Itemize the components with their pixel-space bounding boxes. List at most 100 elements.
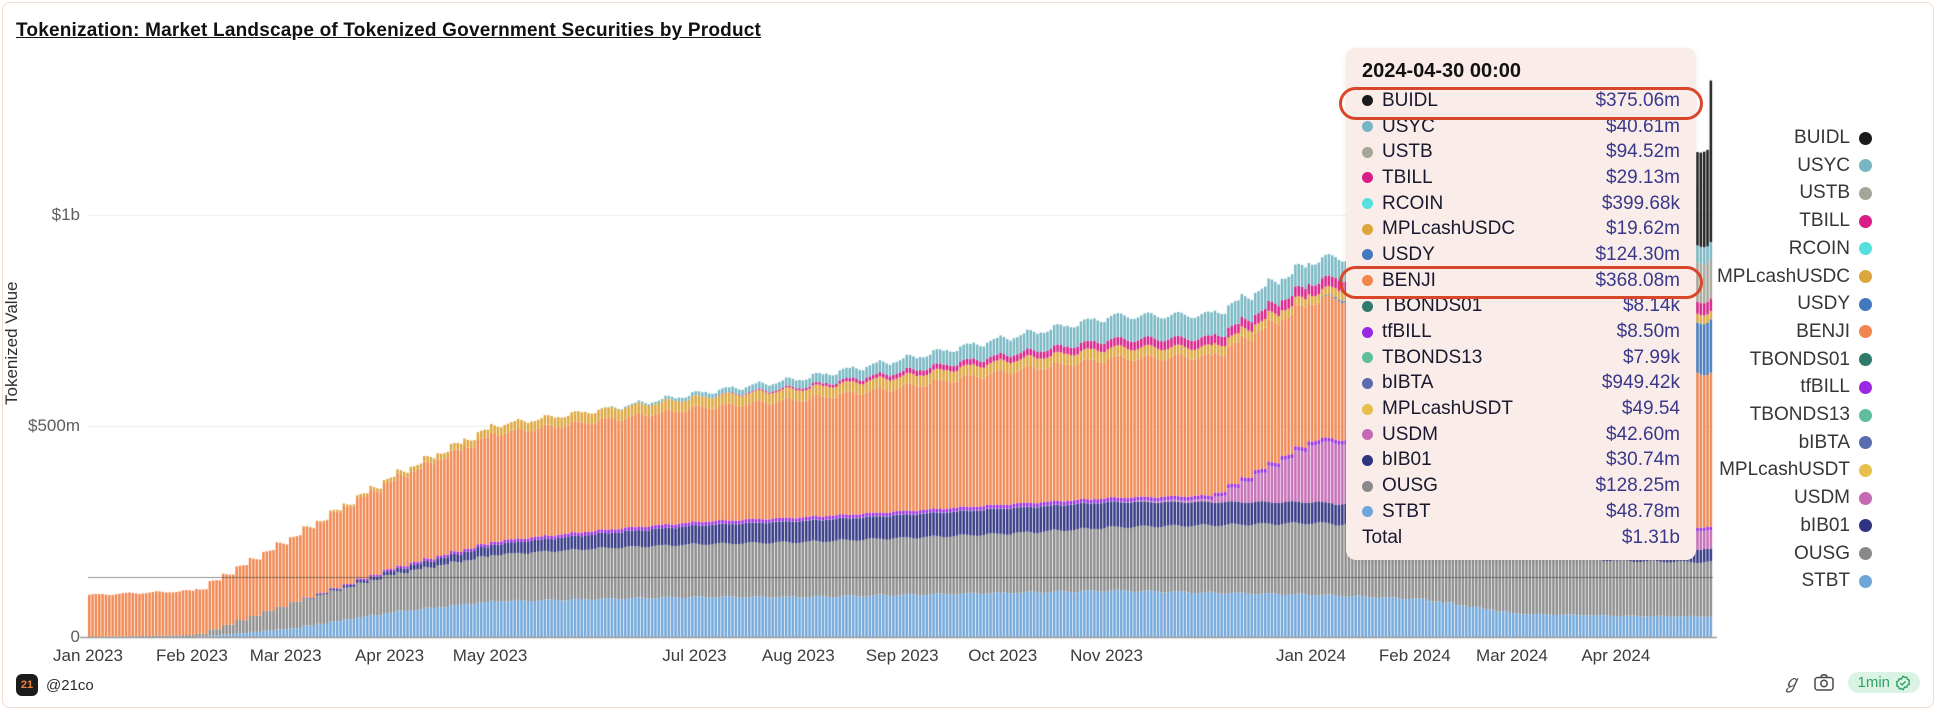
legend-label: MPLcashUSDT — [1719, 459, 1850, 481]
legend-label: BENJI — [1796, 320, 1850, 342]
tooltip-row-STBT: STBT $48.78m — [1362, 499, 1680, 525]
legend-label: USTB — [1799, 182, 1850, 204]
camera-screenshot-icon[interactable] — [1814, 674, 1835, 691]
tooltip-row-USYC: USYC $40.61m — [1362, 114, 1680, 140]
x-tick: Apr 2024 — [1581, 646, 1651, 665]
tooltip-series-name: TBONDS13 — [1382, 346, 1483, 368]
legend-label: MPLcashUSDC — [1716, 265, 1850, 287]
tooltip-row-USTB: USTB $94.52m — [1362, 139, 1680, 165]
tooltip-color-dot — [1362, 326, 1373, 338]
legend-color-dot — [1859, 519, 1872, 533]
tooltip-color-dot — [1362, 249, 1373, 261]
legend-color-dot — [1859, 353, 1872, 367]
tooltip-color-dot — [1362, 223, 1373, 235]
x-tick: Oct 2023 — [968, 646, 1038, 665]
tooltip-row-RCOIN: RCOIN $399.68k — [1362, 191, 1680, 217]
tooltip-row-OUSG: OUSG $128.25m — [1362, 473, 1680, 499]
tooltip-series-value: $7.99k — [1622, 346, 1680, 368]
legend-item-BUIDL[interactable]: BUIDL — [1794, 127, 1872, 149]
tooltip-color-dot — [1362, 480, 1373, 492]
tooltip-series-name: OUSG — [1382, 475, 1438, 497]
legend-item-USDM[interactable]: USDM — [1794, 487, 1872, 509]
legend-item-RCOIN[interactable]: RCOIN — [1789, 238, 1872, 260]
legend-item-MPLcashUSDC[interactable]: MPLcashUSDC — [1717, 266, 1872, 288]
tooltip-color-dot — [1362, 377, 1373, 389]
legend-item-USTB[interactable]: USTB — [1799, 182, 1872, 204]
legend-color-dot — [1859, 491, 1872, 505]
legend-item-TBILL[interactable]: TBILL — [1799, 210, 1872, 232]
tooltip-color-dot — [1362, 429, 1373, 441]
legend-item-BENJI[interactable]: BENJI — [1796, 321, 1872, 343]
legend-color-dot — [1859, 131, 1872, 145]
tooltip-series-name: BENJI — [1382, 269, 1436, 291]
tooltip-series-name: bIB01 — [1382, 449, 1432, 471]
tooltip-color-dot — [1362, 403, 1373, 415]
legend-item-OUSG[interactable]: OUSG — [1794, 543, 1872, 565]
tooltip-date: 2024-04-30 00:00 — [1362, 60, 1522, 82]
tooltip-series-name: RCOIN — [1382, 192, 1444, 214]
legend-label: OUSG — [1794, 542, 1850, 564]
script-g-icon[interactable]: ℊ — [1782, 671, 1801, 693]
x-tick: Feb 2024 — [1378, 646, 1451, 665]
legend-color-dot — [1859, 214, 1872, 228]
tooltip-series-name: BUIDL — [1382, 89, 1438, 111]
legend-item-bIBTA[interactable]: bIBTA — [1799, 432, 1872, 454]
tooltip-color-dot — [1362, 300, 1373, 312]
y-tick: 0 — [70, 627, 80, 646]
legend-color-dot — [1859, 325, 1872, 339]
legend-label: BUIDL — [1794, 127, 1850, 148]
legend-color-dot — [1859, 270, 1872, 283]
tooltip-series-value: $949.42k — [1601, 372, 1680, 394]
tooltip-series-value: $42.60m — [1606, 423, 1680, 445]
tooltip-color-dot — [1362, 121, 1373, 133]
tooltip-total-value: $1.31b — [1621, 526, 1680, 548]
legend-label: TBILL — [1799, 210, 1850, 232]
tooltip-series-name: TBILL — [1382, 166, 1433, 188]
x-tick: Feb 2023 — [155, 646, 228, 665]
y-axis-label: Tokenized Value — [2, 281, 21, 406]
tooltip-series-name: MPLcashUSDT — [1382, 398, 1513, 420]
legend-label: USDM — [1794, 487, 1850, 509]
x-tick: Jan 2024 — [1275, 646, 1346, 665]
tooltip-series-value: $375.06m — [1595, 89, 1680, 111]
legend-color-dot — [1859, 159, 1872, 173]
tooltip-series-name: TBONDS01 — [1382, 295, 1483, 317]
tooltip-series-name: MPLcashUSDC — [1382, 218, 1516, 240]
x-tick: Aug 2023 — [761, 646, 835, 665]
legend-item-MPLcashUSDT[interactable]: MPLcashUSDT — [1719, 459, 1872, 481]
legend-label: bIB01 — [1800, 514, 1850, 536]
legend-item-bIB01[interactable]: bIB01 — [1800, 515, 1872, 537]
tooltip-series-value: $124.30m — [1595, 243, 1680, 265]
legend-item-USDY[interactable]: USDY — [1797, 293, 1872, 315]
legend-label: RCOIN — [1788, 237, 1850, 259]
tooltip-color-dot — [1362, 454, 1373, 466]
tooltip-total-row: Total $1.31b — [1362, 525, 1680, 551]
tooltip-series-name: USDY — [1382, 243, 1435, 265]
legend-item-tfBILL[interactable]: tfBILL — [1800, 376, 1872, 398]
x-tick: Mar 2024 — [1476, 646, 1548, 665]
footer-controls: ℊ 1min — [1782, 672, 1920, 693]
tooltip-series-name: USDM — [1382, 423, 1438, 445]
tooltip-color-dot — [1362, 95, 1373, 107]
tooltip-color-dot — [1362, 172, 1373, 184]
verified-check-icon — [1895, 674, 1911, 691]
legend-item-STBT[interactable]: STBT — [1801, 570, 1872, 592]
legend-item-TBONDS13[interactable]: TBONDS13 — [1750, 404, 1872, 426]
footer-attribution: 21 @21co — [16, 674, 94, 696]
x-tick: Mar 2023 — [249, 646, 322, 665]
tooltip-row-bIB01: bIB01 $30.74m — [1362, 448, 1680, 474]
legend-color-dot — [1859, 380, 1872, 394]
y-tick: $1b — [51, 205, 80, 224]
tooltip-total-label: Total — [1362, 526, 1403, 548]
legend-label: bIBTA — [1798, 431, 1850, 453]
legend-item-USYC[interactable]: USYC — [1797, 155, 1872, 177]
tooltip-series-value: $19.62m — [1606, 218, 1680, 240]
tooltip-color-dot — [1362, 146, 1373, 158]
tooltip-series-value: $8.50m — [1616, 321, 1680, 343]
hover-tooltip: 2024-04-30 00:00 BUIDL $375.06m USYC $40.61… — [1339, 48, 1703, 561]
tooltip-series-value: $94.52m — [1606, 141, 1680, 163]
21co-logo-icon: 21 — [16, 674, 38, 696]
refresh-interval-badge[interactable]: 1min — [1848, 672, 1920, 693]
legend-item-TBONDS01[interactable]: TBONDS01 — [1750, 349, 1872, 371]
tooltip-row-TBONDS01: TBONDS01 $8.14k — [1362, 294, 1680, 320]
